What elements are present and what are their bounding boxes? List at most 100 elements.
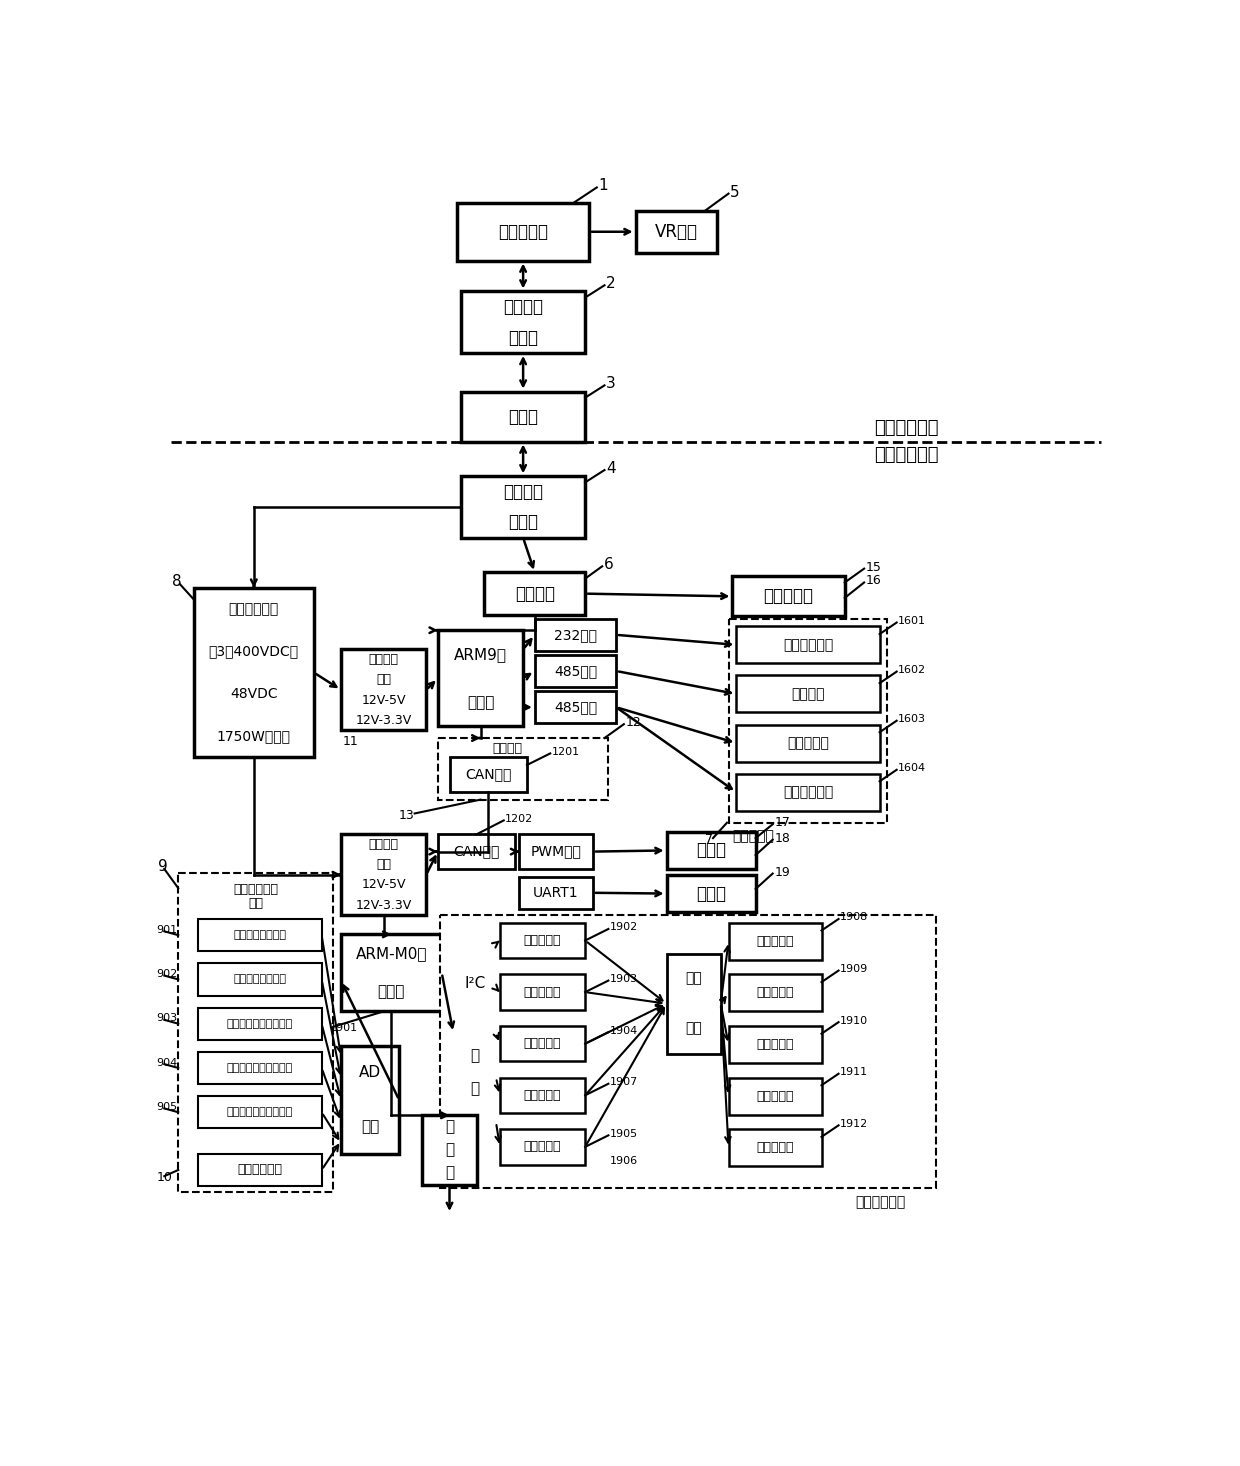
Text: CAN通信: CAN通信 — [465, 768, 511, 781]
Text: 1604: 1604 — [898, 764, 926, 773]
Text: 1910: 1910 — [841, 1016, 868, 1026]
Bar — [534, 619, 616, 651]
Text: 1201: 1201 — [552, 746, 580, 756]
Text: 1912: 1912 — [841, 1119, 868, 1129]
Text: ARM9主: ARM9主 — [454, 647, 507, 661]
Text: 1911: 1911 — [841, 1067, 868, 1078]
Text: 惯性导航模块: 惯性导航模块 — [782, 638, 833, 652]
Text: 传感器模块: 传感器模块 — [733, 830, 774, 843]
Bar — [737, 626, 879, 663]
Text: 水面控制系统: 水面控制系统 — [874, 419, 939, 437]
Bar — [197, 1154, 321, 1186]
Text: 1602: 1602 — [898, 666, 926, 674]
Text: 1909: 1909 — [841, 965, 868, 973]
Bar — [737, 676, 879, 712]
Text: 1902: 1902 — [610, 922, 639, 932]
Bar — [438, 834, 516, 869]
Text: 读电机转速: 读电机转速 — [523, 985, 562, 998]
Bar — [449, 758, 527, 792]
Text: 485通信: 485通信 — [554, 701, 596, 714]
Text: 13: 13 — [399, 809, 415, 821]
Bar — [520, 834, 593, 869]
Text: 水下控制系统: 水下控制系统 — [874, 447, 939, 465]
Bar — [341, 834, 427, 915]
Text: CAN通信: CAN通信 — [454, 844, 500, 859]
Text: 电源: 电源 — [376, 858, 391, 871]
Bar — [667, 875, 755, 912]
Text: 二号低压: 二号低压 — [368, 839, 398, 850]
Text: 电源: 电源 — [376, 673, 391, 686]
Text: 电源安全检测: 电源安全检测 — [233, 883, 278, 896]
Text: 深度计模块: 深度计模块 — [787, 736, 828, 751]
Bar — [500, 1026, 585, 1061]
Bar — [179, 872, 334, 1192]
Text: 8: 8 — [172, 575, 182, 589]
Bar — [534, 655, 616, 688]
Text: 905: 905 — [156, 1102, 177, 1111]
Bar — [667, 833, 755, 869]
Text: 3: 3 — [606, 377, 616, 391]
Text: 1907: 1907 — [610, 1078, 639, 1088]
Text: UART1: UART1 — [533, 885, 579, 900]
Text: 2: 2 — [606, 276, 616, 292]
Text: 1750W电源）: 1750W电源） — [217, 729, 291, 743]
Bar — [729, 922, 821, 960]
Bar — [500, 1078, 585, 1113]
Text: 口: 口 — [445, 1165, 454, 1180]
Bar — [729, 619, 888, 822]
Bar — [500, 1129, 585, 1164]
Text: 水面通信: 水面通信 — [503, 298, 543, 315]
Bar — [461, 292, 585, 353]
Text: 动力推进模块: 动力推进模块 — [854, 1195, 905, 1209]
Bar — [729, 1078, 821, 1114]
Bar — [458, 202, 589, 261]
Text: 902: 902 — [156, 969, 177, 979]
Text: 左垂向电机: 左垂向电机 — [756, 1038, 794, 1051]
Bar — [454, 921, 496, 1145]
Text: 水下通信: 水下通信 — [503, 482, 543, 500]
Text: 读电机电流: 读电机电流 — [523, 1089, 562, 1102]
Text: 12V-5V: 12V-5V — [361, 878, 405, 891]
Bar — [461, 391, 585, 441]
Text: 904: 904 — [156, 1057, 177, 1067]
Text: 15: 15 — [866, 560, 882, 573]
Text: 采集: 采集 — [361, 1120, 379, 1135]
Text: 9: 9 — [159, 859, 167, 874]
Text: 三路电源温度检测模块: 三路电源温度检测模块 — [227, 1107, 293, 1117]
Bar — [440, 915, 936, 1189]
Text: 云台摄像头: 云台摄像头 — [764, 588, 813, 605]
Bar — [485, 572, 585, 614]
Bar — [534, 690, 616, 723]
Bar — [729, 975, 821, 1012]
Text: 模块: 模块 — [248, 897, 263, 910]
Text: 机械手: 机械手 — [696, 884, 727, 903]
Text: 漏水检测模块: 漏水检测模块 — [237, 1164, 283, 1177]
Text: 1601: 1601 — [898, 616, 926, 626]
Text: 16: 16 — [866, 575, 882, 588]
Text: 控制器: 控制器 — [378, 985, 405, 1000]
Text: 脐带缆: 脐带缆 — [508, 408, 538, 425]
Text: 三路电源报错模块: 三路电源报错模块 — [233, 975, 286, 984]
Bar — [423, 1116, 476, 1185]
Text: 三路电源电流检测模块: 三路电源电流检测模块 — [227, 1063, 293, 1073]
Text: PWM信号: PWM信号 — [531, 844, 582, 859]
Bar — [197, 919, 321, 951]
Text: 一号低压: 一号低压 — [368, 652, 398, 666]
Text: 读电机电压: 读电机电压 — [523, 1038, 562, 1050]
Bar — [438, 630, 523, 727]
Bar — [197, 1007, 321, 1039]
Text: 右垂向电机: 右垂向电机 — [756, 1089, 794, 1102]
Text: 12: 12 — [625, 715, 641, 729]
Text: 485通信: 485通信 — [554, 664, 596, 679]
Text: 左纵向电机: 左纵向电机 — [756, 935, 794, 949]
Text: VR眼镜: VR眼镜 — [655, 223, 698, 240]
Text: 48VDC: 48VDC — [229, 686, 278, 701]
Text: 1904: 1904 — [610, 1026, 639, 1035]
Bar — [500, 975, 585, 1010]
Bar — [520, 877, 593, 909]
Bar — [193, 588, 314, 758]
Bar — [341, 1047, 399, 1154]
Bar — [197, 1097, 321, 1129]
Text: 水下灯: 水下灯 — [696, 841, 727, 859]
Text: 1903: 1903 — [610, 973, 639, 984]
